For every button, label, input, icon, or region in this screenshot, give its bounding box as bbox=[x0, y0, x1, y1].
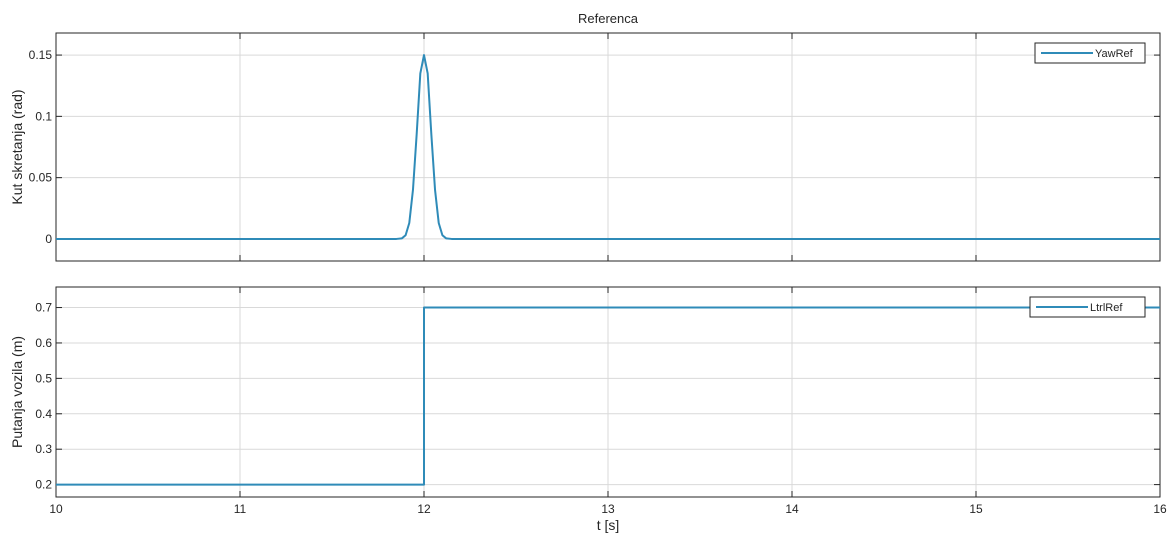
y-tick-label: 0.5 bbox=[35, 371, 52, 385]
x-tick-label: 16 bbox=[1153, 502, 1167, 516]
y-axis-label: Kut skretanja (rad) bbox=[9, 89, 25, 204]
x-tick-label: 13 bbox=[601, 502, 615, 516]
y-tick-label: 0.05 bbox=[29, 171, 53, 185]
x-axis-label: t [s] bbox=[597, 517, 620, 533]
x-tick-label: 10 bbox=[49, 502, 63, 516]
x-tick-label: 12 bbox=[417, 502, 431, 516]
y-tick-label: 0.15 bbox=[29, 48, 53, 62]
y-tick-label: 0 bbox=[45, 232, 52, 246]
y-tick-label: 0.2 bbox=[35, 478, 52, 492]
legend-label: LtrlRef bbox=[1090, 302, 1123, 314]
y-tick-label: 0.1 bbox=[35, 109, 52, 123]
top-axes: 0 0.05 0.1 0.15 Referenca Kut skretanja (rad)… bbox=[9, 11, 1161, 262]
series-line-LtrlRef bbox=[56, 306, 1160, 486]
legend: LtrlRef bbox=[1029, 296, 1146, 318]
x-tick-label: 14 bbox=[785, 502, 799, 516]
y-tick-label: 0.4 bbox=[35, 407, 52, 421]
bottom-axes: 10 11 12 13 14 15 16 0.2 0.3 0.4 0.5 0.6 0.7 Putanja … bbox=[9, 286, 1167, 533]
y-axis-label: Putanja vozila (m) bbox=[9, 336, 25, 448]
chart-title: Referenca bbox=[578, 11, 639, 26]
y-tick-label: 0.6 bbox=[35, 336, 52, 350]
legend: YawRef bbox=[1034, 42, 1146, 64]
series-line-YawRef bbox=[56, 54, 1160, 240]
y-tick-label: 0.3 bbox=[35, 442, 52, 456]
legend-label: YawRef bbox=[1095, 48, 1134, 60]
x-tick-label: 15 bbox=[969, 502, 983, 516]
y-tick-label: 0.7 bbox=[35, 301, 52, 315]
x-tick-label: 11 bbox=[234, 502, 247, 516]
